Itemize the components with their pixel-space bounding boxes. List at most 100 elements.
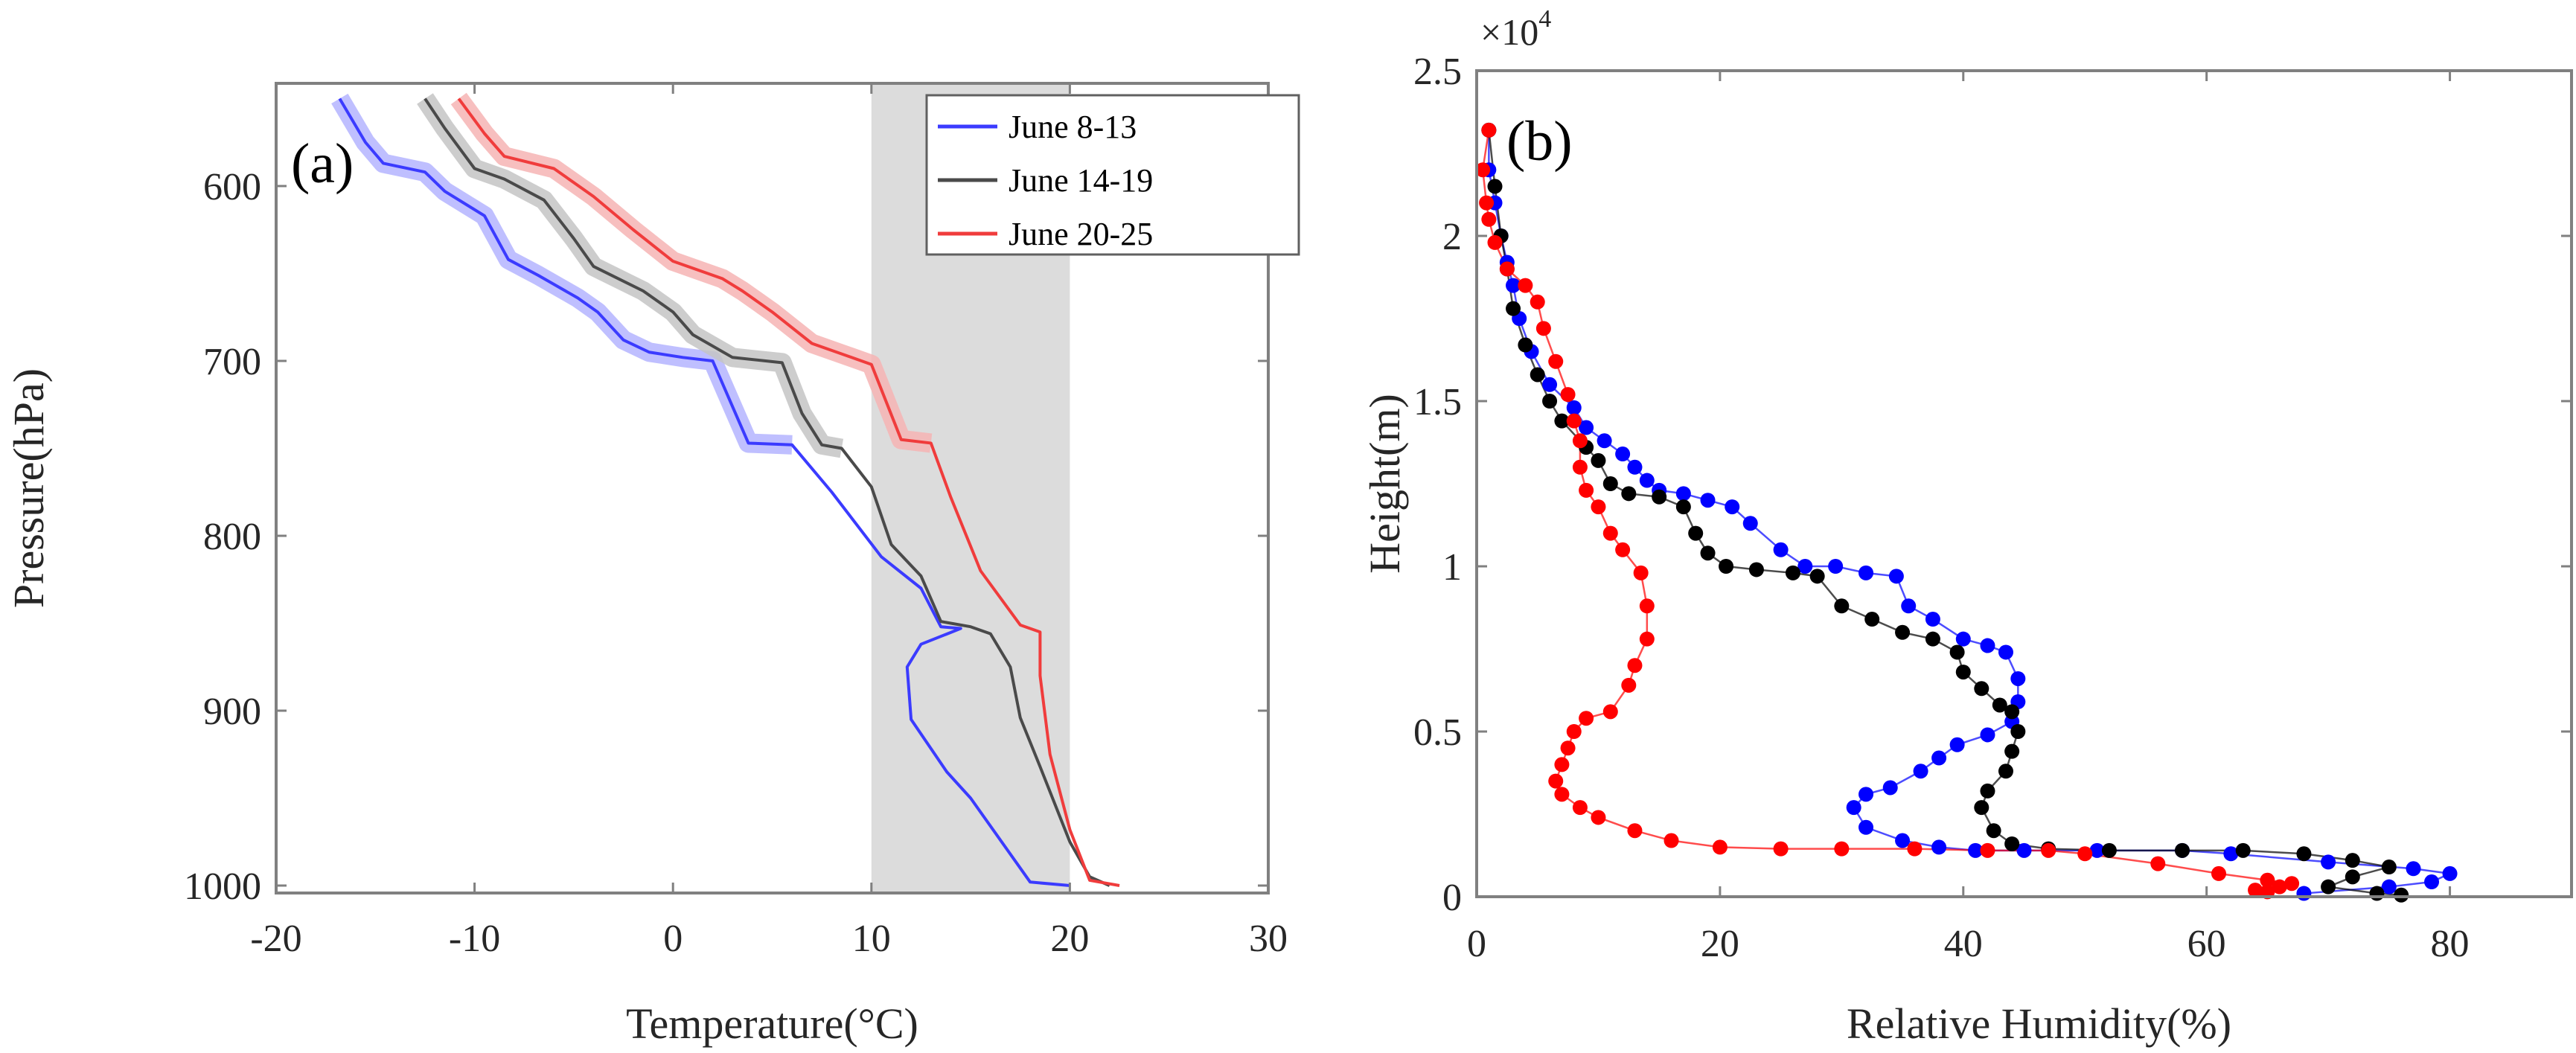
y-tick-label: 1.5 — [1413, 381, 1462, 423]
series-line-june-20-25 — [457, 97, 1120, 887]
data-point-june-8-13 — [1506, 278, 1521, 293]
data-point-june-14-19 — [1925, 631, 1940, 647]
data-point-june-20-25 — [1479, 195, 1495, 211]
data-point-june-20-25 — [1535, 321, 1551, 336]
data-point-june-8-13 — [1888, 569, 1904, 584]
data-point-june-20-25 — [2041, 842, 2056, 858]
data-point-june-20-25 — [1530, 294, 1545, 310]
data-point-june-14-19 — [2174, 842, 2190, 858]
panel-a-x-axis-title: Temperature(°C) — [626, 999, 918, 1048]
data-point-june-14-19 — [1700, 545, 1716, 561]
data-point-june-8-13 — [1566, 400, 1582, 415]
series-line-june-8-13 — [338, 97, 1070, 887]
data-point-june-14-19 — [1530, 367, 1545, 383]
data-point-june-14-19 — [1980, 783, 1995, 798]
panel-b-y-axis-title: Height(m) — [1361, 394, 1409, 574]
data-point-june-14-19 — [1602, 476, 1618, 491]
data-point-june-14-19 — [2235, 842, 2251, 858]
data-point-june-14-19 — [1974, 681, 1989, 697]
data-point-june-20-25 — [1554, 787, 1570, 802]
data-point-june-8-13 — [1859, 819, 1874, 835]
data-point-june-20-25 — [1554, 757, 1570, 772]
data-point-june-8-13 — [2381, 879, 2397, 894]
data-point-june-8-13 — [1925, 612, 1940, 627]
data-point-june-14-19 — [1895, 624, 1911, 640]
data-point-june-8-13 — [2424, 874, 2440, 890]
panel-b-label: (b) — [1506, 110, 1573, 173]
data-point-june-20-25 — [1481, 211, 1497, 227]
data-point-june-20-25 — [2284, 876, 2300, 892]
data-point-june-20-25 — [1639, 631, 1655, 647]
data-point-june-8-13 — [1675, 486, 1691, 502]
x-tick-label: 20 — [1050, 918, 1089, 960]
data-point-june-8-13 — [1579, 420, 1594, 435]
data-point-june-20-25 — [1907, 841, 1923, 857]
data-point-june-14-19 — [1864, 612, 1880, 627]
data-point-june-20-25 — [1499, 261, 1515, 277]
series-line-june-8-13 — [1488, 129, 2454, 894]
legend-entry-label: June 8-13 — [1009, 109, 1137, 145]
data-point-june-20-25 — [1566, 724, 1582, 739]
data-point-june-8-13 — [1931, 750, 1947, 766]
data-point-june-20-25 — [1579, 482, 1594, 498]
x-tick-label: -20 — [250, 918, 301, 960]
data-point-june-14-19 — [2369, 886, 2385, 901]
x-tick-label: 20 — [1701, 923, 1739, 965]
data-point-june-8-13 — [2296, 886, 2312, 901]
data-point-june-8-13 — [1949, 737, 1965, 752]
legend: June 8-13 June 14-19 June 20-25 — [925, 94, 1300, 256]
data-point-june-20-25 — [1712, 839, 1728, 855]
data-point-june-20-25 — [2077, 846, 2093, 862]
data-point-june-14-19 — [1949, 644, 1965, 660]
y-tick-label: 2 — [1442, 216, 1462, 258]
data-point-june-8-13 — [1931, 839, 1947, 855]
x-tick-label: 80 — [2431, 923, 2470, 965]
y-tick-label: 800 — [203, 516, 261, 558]
data-point-june-20-25 — [1627, 658, 1643, 673]
data-point-june-14-19 — [2296, 846, 2312, 862]
data-point-june-20-25 — [2248, 883, 2263, 898]
data-point-june-14-19 — [1591, 452, 1606, 468]
data-point-june-20-25 — [1639, 598, 1655, 614]
panel-b-y-exponent-label: ×104 — [1480, 5, 1551, 53]
data-point-june-14-19 — [1675, 499, 1691, 515]
data-point-june-8-13 — [2321, 854, 2336, 870]
data-point-june-14-19 — [2321, 879, 2336, 894]
data-point-june-14-19 — [2101, 842, 2117, 858]
data-point-june-14-19 — [1955, 665, 1971, 680]
y-tick-label: 2.5 — [1413, 51, 1462, 93]
data-point-june-14-19 — [1986, 823, 2001, 839]
data-point-june-8-13 — [2406, 861, 2421, 877]
data-point-june-14-19 — [2345, 869, 2360, 885]
data-point-june-20-25 — [1591, 499, 1606, 515]
data-point-june-8-13 — [1700, 493, 1716, 508]
data-point-june-8-13 — [2089, 842, 2105, 858]
data-point-june-20-25 — [1518, 278, 1533, 293]
panel-a-label: (a) — [291, 132, 354, 195]
data-point-june-14-19 — [2004, 836, 2020, 851]
data-point-june-14-19 — [1542, 394, 1558, 409]
panel-a-y-axis-title: Pressure(hPa) — [4, 368, 53, 608]
data-point-june-14-19 — [2004, 743, 2020, 759]
data-point-june-20-25 — [1621, 677, 1637, 693]
data-point-june-20-25 — [1475, 162, 1491, 178]
data-point-june-20-25 — [1560, 740, 1576, 756]
legend-entry-label: June 20-25 — [1009, 216, 1153, 252]
data-point-june-14-19 — [2394, 887, 2409, 903]
x-tick-label: 30 — [1249, 918, 1288, 960]
data-point-june-20-25 — [1663, 833, 1679, 848]
data-point-june-20-25 — [1602, 704, 1618, 720]
data-point-june-8-13 — [1980, 638, 1995, 653]
panel-b-axes-frame — [1475, 69, 2573, 898]
y-tick-label: 900 — [203, 691, 261, 733]
data-point-june-20-25 — [2150, 856, 2166, 871]
data-point-june-20-25 — [1487, 234, 1503, 250]
data-point-june-8-13 — [1895, 833, 1911, 848]
data-point-june-20-25 — [1566, 413, 1582, 429]
y-tick-label: 600 — [203, 166, 261, 208]
data-point-june-8-13 — [1859, 787, 1874, 802]
data-point-june-20-25 — [1548, 773, 1564, 789]
data-point-june-8-13 — [1968, 842, 1984, 858]
data-point-june-8-13 — [1627, 459, 1643, 475]
